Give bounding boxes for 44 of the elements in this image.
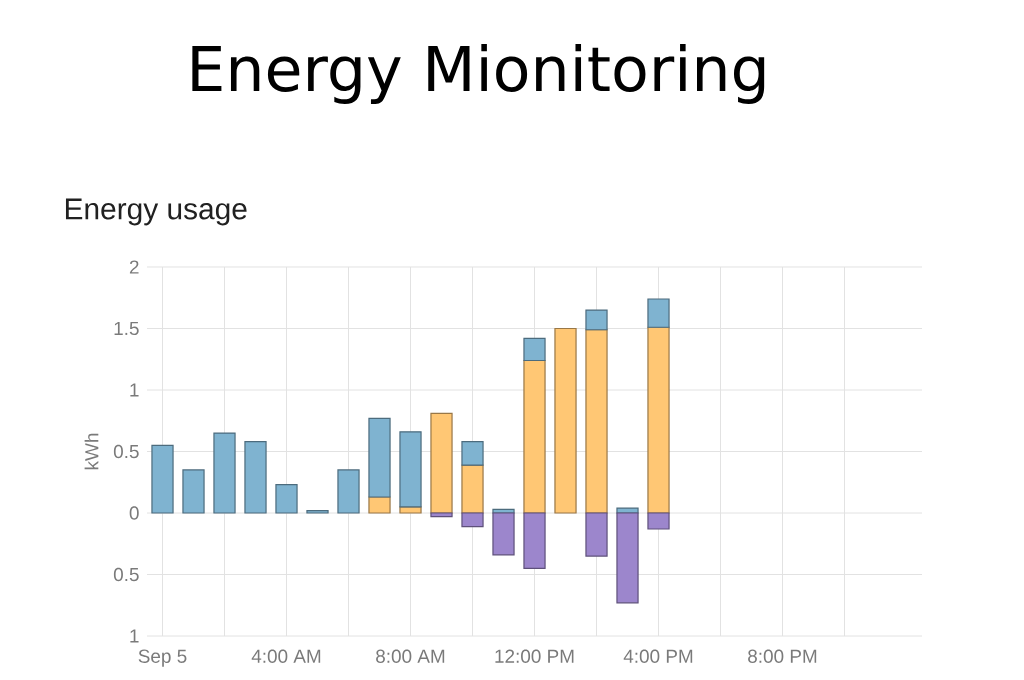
bar: [368, 496, 391, 514]
bar: [213, 432, 236, 514]
bar: [647, 326, 670, 514]
bar: [306, 509, 329, 514]
bar: [244, 441, 267, 514]
y-tick-label: 2: [129, 260, 139, 274]
y-axis-title: kWh: [84, 433, 99, 470]
y-tick-label: 1.5: [114, 321, 139, 336]
bar: [585, 512, 608, 557]
chart-subtitle: Energy usage: [65, 198, 247, 226]
bar: [585, 309, 608, 331]
bar: [616, 512, 639, 604]
x-tick-label: 4:00 PM: [623, 649, 693, 663]
y-tick-label: 1: [130, 629, 139, 643]
bar: [430, 412, 453, 514]
bar: [492, 512, 515, 556]
bar: [585, 329, 608, 514]
bar: [399, 506, 422, 514]
bar: [461, 441, 484, 466]
bar: [151, 444, 174, 514]
bar: [368, 417, 391, 498]
chart-title: Energy Mionitoring: [192, 44, 765, 104]
bar: [461, 464, 484, 514]
bar: [523, 359, 546, 514]
x-tick-label: 4:00 AM: [251, 649, 321, 663]
bar: [182, 469, 205, 514]
x-tick-label: 8:00 AM: [376, 649, 445, 663]
y-tick-label: 0.5: [113, 567, 139, 582]
bar: [337, 469, 360, 514]
bar: [275, 484, 298, 514]
bar: [523, 337, 546, 362]
bar: [461, 512, 484, 528]
x-tick-label: 8:00 PM: [748, 649, 817, 663]
bar: [399, 431, 422, 508]
bar: [647, 512, 670, 530]
bar: [523, 512, 546, 569]
y-tick-label: 1: [130, 383, 139, 397]
bar: [554, 327, 577, 514]
x-tick-label: 12:00 PM: [495, 649, 574, 663]
x-tick-label: Sep 5: [138, 649, 187, 667]
y-tick-label: 0.5: [113, 444, 139, 459]
bar: [430, 512, 453, 518]
bar: [647, 298, 670, 328]
y-tick-label: 0: [129, 506, 139, 520]
